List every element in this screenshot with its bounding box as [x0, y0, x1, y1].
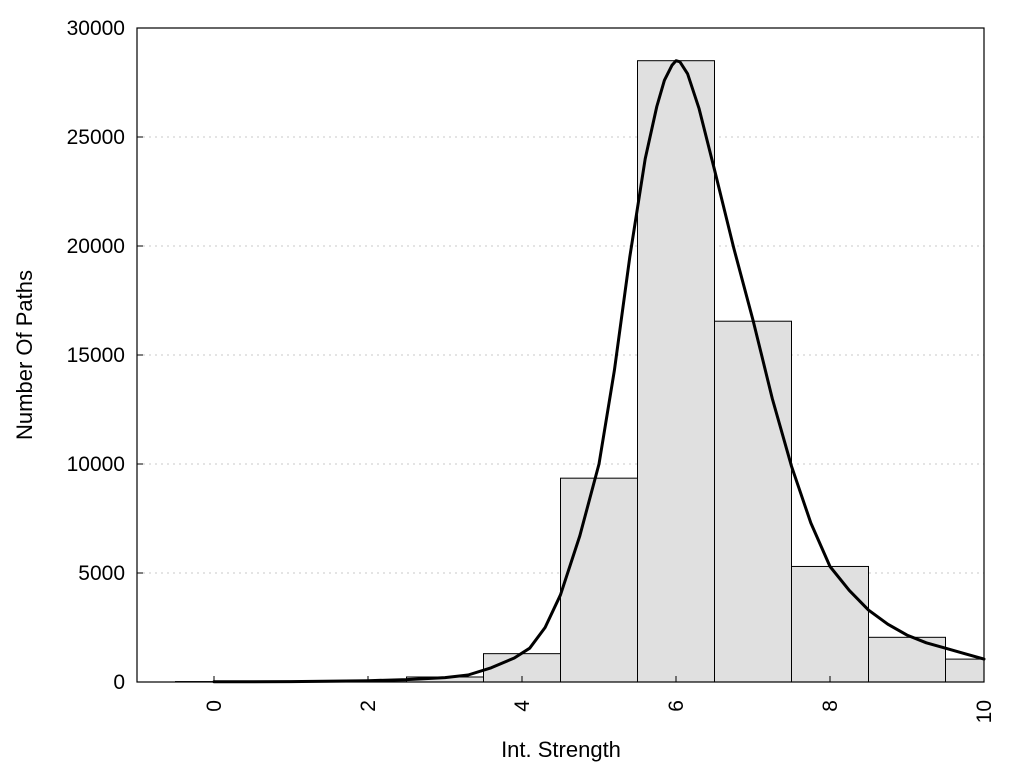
x-axis-title: Int. Strength — [501, 737, 621, 762]
y-tick-label: 15000 — [67, 344, 125, 367]
histogram-bars — [175, 60, 985, 683]
histogram-bar — [945, 658, 985, 683]
histogram-bar — [791, 565, 869, 683]
y-tick-label: 25000 — [67, 126, 125, 149]
histogram-bar — [560, 477, 638, 683]
y-tick-label: 10000 — [67, 453, 125, 476]
x-tick-label: 2 — [357, 700, 380, 712]
x-axis-ticks: 0 2 4 6 8 10 — [203, 676, 996, 723]
y-axis-ticks: 0 5000 10000 15000 20000 25000 30000 — [67, 17, 143, 694]
x-tick-label: 10 — [973, 700, 996, 723]
y-tick-label: 5000 — [78, 562, 125, 585]
histogram-bar — [637, 60, 715, 683]
x-tick-label: 4 — [511, 700, 534, 712]
y-axis-title: Number Of Paths — [12, 270, 37, 440]
y-tick-label: 30000 — [67, 17, 125, 40]
y-tick-label: 0 — [113, 671, 125, 694]
x-tick-label: 0 — [203, 700, 226, 712]
x-tick-label: 6 — [665, 700, 688, 712]
density-curve — [212, 59, 986, 684]
histogram-bar — [714, 320, 792, 683]
x-tick-label: 8 — [819, 700, 842, 712]
y-tick-label: 20000 — [67, 235, 125, 258]
